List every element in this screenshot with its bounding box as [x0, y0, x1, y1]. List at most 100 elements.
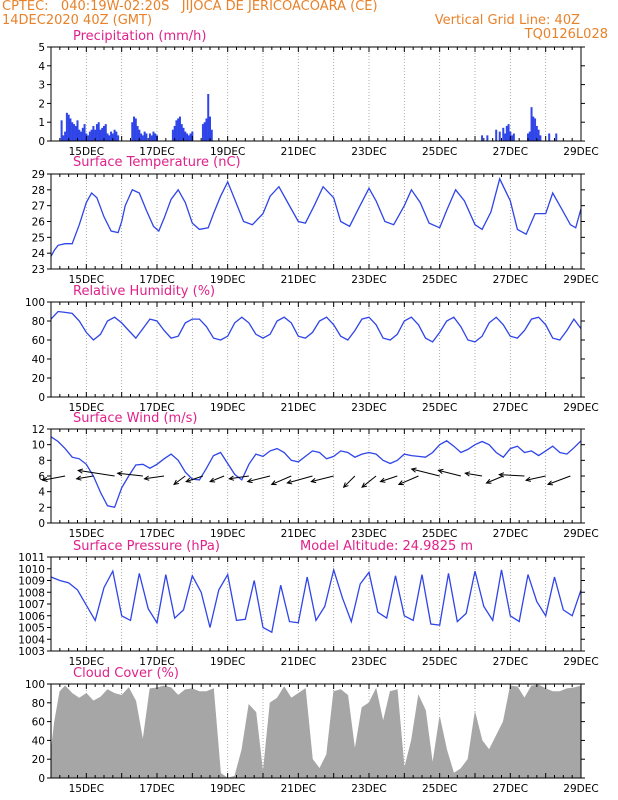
wind-arrowhead	[379, 477, 386, 483]
y-tick-label: 3	[38, 80, 45, 92]
x-tick-label: 25DEC	[422, 656, 457, 668]
wind-arrowhead	[143, 475, 150, 481]
x-tick-label: 27DEC	[493, 402, 528, 414]
wind-arrowhead	[342, 482, 349, 489]
y-tick-label: 1006	[18, 611, 45, 623]
precip-bar	[498, 131, 501, 141]
precip-bar	[64, 131, 67, 141]
wind-arrowhead	[75, 475, 82, 481]
precip-bar	[532, 116, 535, 141]
x-tick-label: 21DEC	[281, 528, 316, 540]
precip-bar	[72, 124, 75, 141]
wind-arrowhead	[286, 479, 293, 485]
wind-arrow	[173, 475, 186, 485]
wind-arrowhead	[437, 468, 444, 474]
precip-bar	[502, 127, 505, 141]
y-tick-label: 100	[25, 297, 45, 309]
y-tick-label: 25	[32, 232, 45, 244]
x-tick-label: 19DEC	[210, 146, 245, 158]
wind-arrowhead	[246, 478, 253, 484]
wind-arrowhead	[116, 471, 123, 477]
x-tick-label: 15DEC	[69, 528, 104, 540]
precip-bar	[495, 129, 498, 141]
wind-arrow	[78, 469, 115, 477]
panel-frame	[50, 301, 582, 398]
precip-bar	[178, 116, 181, 141]
series-line	[50, 436, 582, 509]
wind-arrow	[287, 475, 313, 484]
wind-arrowhead	[498, 472, 505, 478]
wind-arrowhead	[173, 479, 180, 486]
y-tick-label: 2	[38, 98, 45, 110]
precip-bar	[507, 124, 510, 141]
wind-arrow	[361, 475, 377, 488]
precip-bar	[62, 135, 65, 141]
precip-bar	[207, 94, 210, 141]
pressure-title: Surface Pressure (hPa)	[73, 539, 220, 554]
y-tick-label: 0	[38, 518, 45, 530]
panel-frame	[50, 46, 582, 142]
x-tick-label: 23DEC	[351, 146, 386, 158]
precip-bar	[152, 131, 155, 141]
x-tick-label: 25DEC	[422, 274, 457, 286]
precip-bar	[177, 118, 180, 141]
precip-bar	[108, 135, 111, 141]
y-tick-label: 5	[38, 42, 45, 54]
x-tick-label: 17DEC	[139, 274, 174, 286]
wind-arrowhead	[410, 467, 417, 473]
precip-bar	[535, 125, 538, 141]
y-tick-label: 4	[38, 61, 45, 73]
y-tick-label: 4	[38, 487, 45, 499]
x-tick-label: 23DEC	[351, 656, 386, 668]
precip-bar	[175, 120, 178, 141]
wind-arrowhead	[485, 478, 492, 484]
x-tick-label: 23DEC	[351, 528, 386, 540]
x-tick-label: 19DEC	[210, 528, 245, 540]
precip-bar	[99, 129, 102, 141]
cloud-title: Cloud Cover (%)	[73, 666, 179, 681]
precip-bar	[134, 118, 137, 141]
cloud-area	[50, 684, 582, 779]
wind-arrowhead	[464, 471, 471, 477]
rh-title: Relative Humidity (%)	[73, 284, 216, 299]
precip-bar	[141, 135, 144, 141]
x-tick-label: 27DEC	[493, 783, 528, 795]
y-tick-label: 2	[38, 502, 45, 514]
wind-arrow	[76, 475, 94, 480]
precip-bar	[148, 133, 151, 141]
precip-bar	[94, 129, 97, 141]
wind-arrow	[185, 475, 204, 483]
wind-arrowhead	[77, 468, 84, 474]
precip-bar	[530, 107, 533, 141]
precip-bar	[555, 133, 558, 141]
precip-bar	[138, 129, 141, 141]
wind-arrow	[547, 475, 571, 485]
precip-bar	[74, 125, 77, 141]
x-tick-label: 19DEC	[210, 783, 245, 795]
precip-bar	[154, 133, 157, 141]
wind-arrow	[343, 475, 356, 488]
precip-bar	[201, 124, 204, 141]
temp-title: Surface Temperature (nC)	[73, 155, 241, 170]
precip-bar	[534, 118, 537, 141]
precip-bar	[92, 125, 95, 141]
y-tick-label: 60	[32, 717, 45, 729]
wind-arrowhead	[41, 476, 48, 482]
y-tick-label: 80	[32, 316, 45, 328]
x-tick-label: 23DEC	[351, 402, 386, 414]
x-tick-label: 25DEC	[422, 528, 457, 540]
series-line	[50, 567, 582, 634]
precip-title: Precipitation (mm/h)	[73, 29, 207, 44]
wind-arrow	[411, 468, 440, 477]
precip-bar	[504, 133, 507, 141]
x-tick-label: 21DEC	[281, 656, 316, 668]
precip-bar	[512, 133, 515, 141]
precip-bar	[539, 135, 542, 141]
precip-bar	[527, 133, 529, 141]
y-tick-label: 1011	[18, 552, 45, 564]
wind-arrow	[486, 475, 504, 484]
x-tick-label: 29DEC	[563, 656, 598, 668]
precip-bar	[189, 133, 192, 141]
wind-arrowhead	[524, 476, 532, 482]
